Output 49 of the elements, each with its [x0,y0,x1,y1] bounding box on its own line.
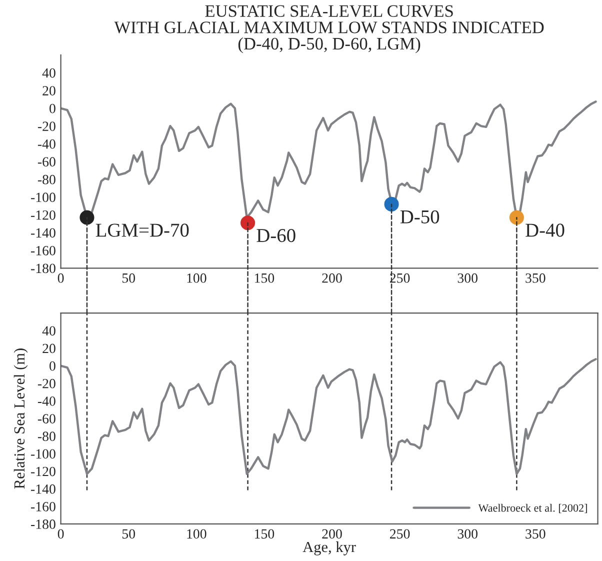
annotation: D-40 [526,224,564,237]
x-tick-label: 50 [122,273,136,283]
y-tick-label: -100 [31,449,56,459]
y-tick-label: -80 [38,432,56,442]
y-tick-label: 40 [42,326,56,336]
y-tick-label: 40 [42,68,56,78]
annotation: D-60 [256,228,296,242]
y-tick-label: -60 [38,414,56,424]
x-axis-title: Age, kyr [302,541,356,556]
y-tick-label: -140 [31,228,56,238]
y-tick-label: -120 [31,466,56,476]
x-tick-label: 250 [390,273,410,283]
x-tick-label: 350 [526,273,546,283]
y-tick-label: 20 [42,344,56,354]
y-tick-label: -40 [38,396,56,406]
annotation: LGM=D-70 [96,224,189,237]
y-tick-label: -160 [31,246,56,256]
x-tick-label: 250 [390,529,410,539]
annotation: D-50 [400,210,440,224]
x-tick-label: 150 [255,529,274,539]
y-tick-label: -180 [31,264,56,274]
y-tick-label: 20 [42,86,56,96]
x-tick-label: 0 [58,273,64,283]
y-tick-label: -100 [31,192,56,202]
y-tick-label: 0 [50,361,56,371]
y-tick-label: -20 [38,122,56,131]
x-tick-label: 100 [187,529,206,539]
y-tick-label: -180 [31,520,56,529]
y-axis-title: Relative Sea Level (m) [14,348,28,489]
y-tick-label: -80 [38,174,56,184]
y-tick-label: -160 [31,502,56,512]
y-tick-label: -60 [38,157,56,167]
y-tick-label: -20 [38,378,56,388]
x-tick-label: 300 [458,529,478,539]
y-tick-label: -40 [38,139,56,149]
x-tick-label: 200 [322,273,342,283]
text: Waelbroeck et al. [2002] [478,504,587,514]
x-tick-label: 200 [322,529,342,539]
x-tick-label: 350 [526,529,546,539]
y-tick-label: -140 [31,484,56,494]
x-tick-label: 0 [58,529,64,539]
x-tick-label: 100 [187,273,206,283]
line-series [60,358,597,475]
x-tick-label: 50 [122,529,136,539]
x-tick-label: 150 [255,273,274,283]
y-tick-label: 0 [50,104,56,114]
y-tick-label: -120 [31,210,56,220]
chart-title: EUSTATIC SEA-LEVEL CURVES WITH GLACIAL MAXIMUM LOW STANDS INDICATED (D-40, D-50, D-60, LGM) [114,5,544,54]
x-tick-label: 300 [458,273,478,283]
